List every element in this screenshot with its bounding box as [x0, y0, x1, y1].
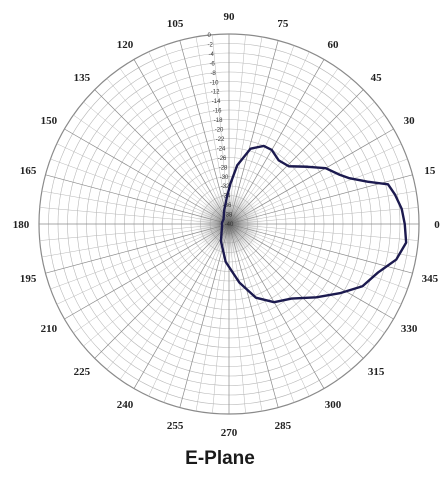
radial-tick-label: -36 — [223, 203, 232, 209]
angle-label: 345 — [422, 273, 439, 285]
angle-label: 60 — [328, 39, 340, 51]
angle-labels: 0 15 30 45 60 75 90 105 120 135 150 165 180 195 210 225… — [13, 11, 440, 439]
radial-tick-label: -8 — [210, 71, 216, 77]
radial-tick-label: -18 — [214, 118, 223, 124]
angle-label: 195 — [20, 273, 37, 285]
angle-label: 255 — [167, 420, 184, 432]
angle-label: 300 — [325, 399, 342, 411]
pattern-series — [219, 144, 408, 304]
angle-label: 15 — [424, 165, 436, 177]
radial-tick-label: -20 — [215, 128, 224, 134]
radial-tick-label: -16 — [213, 109, 222, 115]
angle-label: 315 — [368, 366, 385, 378]
radial-tick-label: -32 — [221, 184, 230, 190]
angle-label: 240 — [117, 399, 134, 411]
pattern-line — [219, 144, 408, 304]
angle-label: 165 — [20, 165, 37, 177]
angle-label: 90 — [224, 11, 236, 23]
center-shade — [195, 190, 263, 258]
angle-label: 150 — [41, 115, 58, 127]
radial-tick-label: -2 — [207, 42, 213, 48]
center-dense-region — [195, 190, 263, 258]
radial-tick-label: -28 — [219, 165, 228, 171]
radial-tick-label: -24 — [217, 146, 226, 152]
radial-tick-label: -10 — [210, 80, 219, 86]
angle-label: 225 — [74, 366, 91, 378]
angle-label: 270 — [221, 427, 238, 439]
radial-tick-label: -6 — [209, 61, 215, 67]
radial-tick-label: -26 — [218, 156, 227, 162]
angle-label: 0 — [434, 219, 440, 231]
polar-chart-svg: 0 -2 -4 -6 -8 -10 -12 -14 -16 -18 -20 -22 -24 -26 -28 -… — [13, 11, 440, 439]
angle-label: 135 — [74, 72, 91, 84]
angle-label: 180 — [13, 219, 30, 231]
radial-tick-label: -14 — [212, 99, 221, 105]
radial-tick-label: -40 — [225, 222, 234, 228]
angle-label: 120 — [117, 39, 134, 51]
angle-label: 75 — [277, 18, 289, 30]
radial-tick-label: -22 — [216, 137, 225, 143]
chart-caption: E-Plane — [185, 448, 255, 469]
angle-label: 210 — [41, 323, 58, 335]
radial-tick-label: -38 — [224, 213, 233, 219]
angle-label: 330 — [401, 323, 418, 335]
angle-label: 105 — [167, 18, 184, 30]
angle-label: 30 — [404, 115, 416, 127]
radial-tick-label: -4 — [208, 52, 214, 58]
radial-tick-label: -30 — [220, 175, 229, 181]
radial-tick-label: 0 — [207, 33, 211, 39]
angle-label: 285 — [275, 420, 292, 432]
angle-label: 45 — [371, 72, 383, 84]
radial-tick-label: -12 — [211, 90, 220, 96]
